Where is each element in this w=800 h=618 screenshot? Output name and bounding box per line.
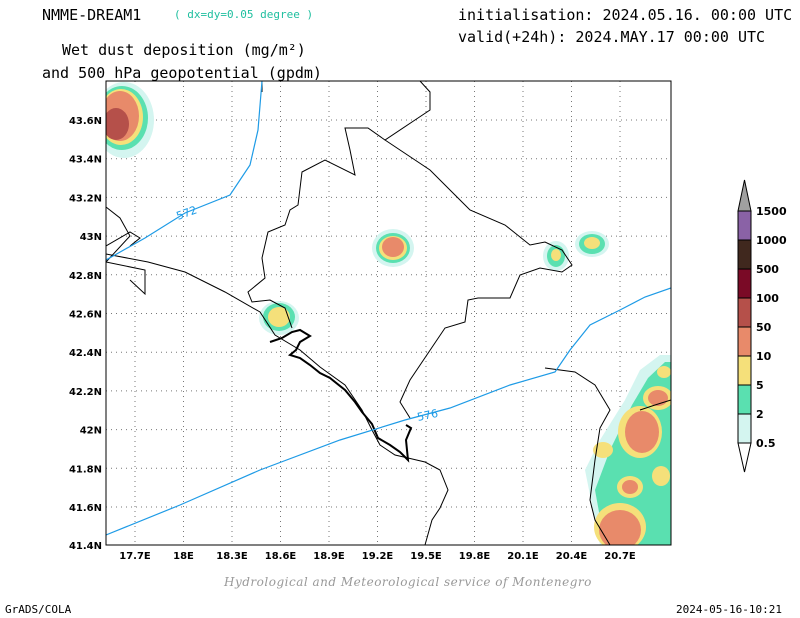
legend-swatch <box>737 239 752 270</box>
lon-tick-label: 19.8E <box>459 551 491 562</box>
model-name: NMME-DREAM1 <box>42 6 142 24</box>
resolution-note: ( dx=dy=0.05 degree ) <box>174 8 314 21</box>
lat-tick-label: 42N <box>80 426 102 437</box>
timestamp-label: 2024-05-16-10:21 <box>676 603 782 616</box>
legend-level-label: 0.5 <box>756 437 776 450</box>
legend-level-label: 50 <box>756 321 772 334</box>
lon-tick-label: 19.2E <box>362 551 394 562</box>
lat-tick-label: 42.4N <box>69 348 102 359</box>
contour-label-572: 572 <box>175 203 199 222</box>
legend-swatch <box>737 326 752 357</box>
lat-tick-label: 43.6N <box>69 116 102 127</box>
lon-tick-label: 20.4E <box>556 551 588 562</box>
lon-tick-label: 20.7E <box>604 551 636 562</box>
legend-swatch <box>737 384 752 415</box>
lon-tick-label: 17.7E <box>119 551 151 562</box>
lon-tick-label: 19.5E <box>410 551 442 562</box>
lat-tick-label: 43.2N <box>69 193 102 204</box>
graticule <box>106 81 671 545</box>
lat-tick-label: 42.2N <box>69 387 102 398</box>
legend-level-label: 2 <box>756 408 764 421</box>
map-title-line1: Wet dust deposition (mg/m²) <box>62 41 306 59</box>
lat-tick-label: 41.6N <box>69 503 102 514</box>
lat-tick-label: 41.8N <box>69 464 102 475</box>
legend-level-label: 10 <box>756 350 772 363</box>
geopotential-contours <box>106 81 671 536</box>
legend-level-label: 5 <box>756 379 764 392</box>
lon-tick-label: 20.1E <box>507 551 539 562</box>
lat-tick-label: 42.8N <box>69 271 102 282</box>
legend-level-label: 500 <box>756 263 779 276</box>
legend-level-label: 1500 <box>756 205 787 218</box>
legend-level-label: 1000 <box>756 234 787 247</box>
latitude-labels: 43.6N 43.4N 43.2N 43N 42.8N 42.6N 42.4N 42.2N 42… <box>69 116 102 552</box>
legend-swatch <box>737 268 752 299</box>
initialisation-time: initialisation: 2024.05.16. 00:00 UTC <box>458 6 793 24</box>
contour-label-576: 576 <box>416 407 439 424</box>
map-frame <box>105 80 672 546</box>
valid-time: valid(+24h): 2024.MAY.17 00:00 UTC <box>458 28 766 46</box>
color-legend: 1500 1000 500 100 50 10 5 2 0.5 <box>737 179 787 473</box>
lat-tick-label: 43N <box>80 232 102 243</box>
lat-tick-label: 42.6N <box>69 310 102 321</box>
legend-swatch <box>737 355 752 386</box>
longitude-labels: 17.7E 18E 18.3E 18.6E 18.9E 19.2E 19.5E 19.8E 20… <box>119 551 636 562</box>
legend-swatch <box>737 413 752 444</box>
credit-text: Hydrological and Meteorological service … <box>224 575 592 589</box>
lon-tick-label: 18.3E <box>216 551 248 562</box>
dust-deposition-field <box>106 82 671 545</box>
legend-top-arrow <box>737 179 752 212</box>
lat-tick-label: 41.4N <box>69 541 102 552</box>
lon-tick-label: 18.9E <box>313 551 345 562</box>
lon-tick-label: 18E <box>173 551 194 562</box>
coastline <box>269 328 413 463</box>
legend-bottom-arrow <box>737 442 752 473</box>
map-title-line2: and 500 hPa geopotential (gpdm) <box>42 64 322 82</box>
lon-tick-label: 18.6E <box>265 551 297 562</box>
software-label: GrADS/COLA <box>5 603 72 616</box>
legend-swatch <box>737 297 752 328</box>
lat-tick-label: 43.4N <box>69 155 102 166</box>
legend-level-label: 100 <box>756 292 779 305</box>
legend-swatch <box>737 210 752 241</box>
